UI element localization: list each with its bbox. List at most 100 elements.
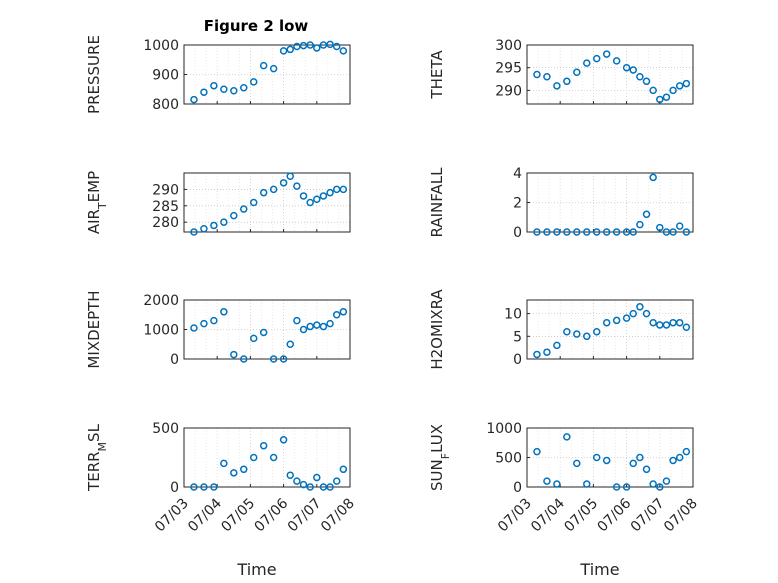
data-point (649, 173, 657, 182)
data-point (533, 350, 541, 359)
data-point (332, 42, 341, 51)
data-point (636, 220, 644, 229)
data-point (612, 483, 621, 491)
x-tick-label: 07/08 (318, 496, 358, 536)
data-point (682, 79, 691, 88)
data-point (240, 355, 248, 363)
data-point (543, 477, 551, 485)
data-point (306, 198, 314, 207)
data-point (669, 228, 677, 236)
data-point (533, 228, 541, 236)
data-point (269, 185, 278, 194)
data-point (249, 453, 258, 462)
data-point (190, 228, 198, 236)
data-point (230, 469, 238, 477)
y-tick-label: 285 (152, 199, 179, 215)
x-tick-label: 07/06 (595, 495, 635, 535)
x-tick-label: 07/06 (252, 495, 292, 535)
y-tick-label: 0 (513, 352, 522, 368)
y-tick-label: 2000 (143, 293, 179, 309)
data-point (563, 433, 571, 441)
y-tick-label: 800 (152, 97, 179, 113)
y-axis-label: RAINFALL (428, 167, 446, 238)
data-point (563, 328, 571, 336)
data-point (299, 325, 308, 334)
data-point (286, 172, 294, 181)
y-tick-label: 10 (504, 307, 522, 323)
data-point (602, 318, 611, 327)
figure-title: Figure 2 low (204, 17, 309, 35)
data-point (200, 88, 208, 96)
data-point (563, 77, 571, 86)
x-tick-label: 07/04 (528, 495, 568, 535)
y-axis-label: TERRMSL (85, 423, 109, 492)
data-point (662, 93, 671, 101)
data-point (319, 322, 328, 331)
data-point (293, 316, 301, 325)
data-point (642, 77, 651, 86)
y-axis-label: H2OMIXRA (428, 289, 446, 370)
data-point (675, 222, 684, 230)
data-point (622, 314, 631, 322)
y-tick-label: 280 (152, 215, 179, 231)
data-point (612, 57, 621, 65)
data-point (649, 86, 657, 95)
data-point (200, 319, 208, 328)
data-point (293, 42, 301, 51)
data-point (220, 218, 228, 226)
data-point (592, 328, 601, 336)
data-point (682, 323, 691, 331)
y-axis-label: PRESSURE (85, 35, 103, 114)
data-point (583, 228, 591, 236)
data-point (332, 311, 341, 319)
data-point (563, 228, 571, 236)
data-point (293, 477, 301, 485)
data-point (240, 205, 248, 213)
y-tick-label: 2 (513, 196, 522, 212)
x-axis-label-left: Time (236, 560, 276, 579)
h2omixra-axes: 10 5 0 H2OMIXRA (428, 289, 694, 370)
data-point (629, 66, 637, 74)
data-point (553, 228, 561, 236)
x-axis-label-right: Time (579, 560, 619, 579)
mixdepth-axes: 2000 1000 0 MIXDEPTH (85, 290, 351, 369)
data-point (190, 483, 198, 491)
data-point (669, 86, 677, 95)
y-tick-label: 500 (495, 451, 522, 467)
x-tick-label: 07/03 (495, 496, 535, 536)
data-point (533, 70, 541, 79)
data-point (313, 321, 321, 329)
data-point (583, 480, 591, 488)
data-point (299, 192, 308, 200)
data-point (313, 195, 321, 203)
data-point (642, 465, 651, 474)
rainfall-axes: 4 2 0 RAINFALL (428, 166, 694, 241)
data-point (592, 228, 601, 236)
data-point (656, 483, 664, 491)
data-point (662, 477, 671, 485)
x-tick-label: 07/04 (185, 495, 225, 535)
y-tick-label: 900 (152, 68, 179, 84)
axes-box (526, 299, 694, 360)
data-point (339, 47, 348, 55)
data-point (279, 47, 288, 55)
data-point (682, 447, 691, 456)
data-point (682, 228, 691, 236)
y-tick-label: 5 (513, 329, 522, 345)
data-point (306, 322, 314, 331)
data-point (573, 330, 581, 338)
data-point (543, 228, 551, 236)
data-point (636, 303, 644, 311)
data-point (636, 453, 644, 462)
data-point (220, 308, 228, 316)
x-tick-label: 07/08 (661, 496, 701, 536)
data-point (326, 483, 334, 491)
data-point (249, 334, 258, 343)
data-point (642, 309, 651, 318)
data-point (190, 95, 198, 104)
data-point (573, 459, 581, 468)
data-point (306, 483, 314, 491)
data-point (210, 483, 218, 491)
